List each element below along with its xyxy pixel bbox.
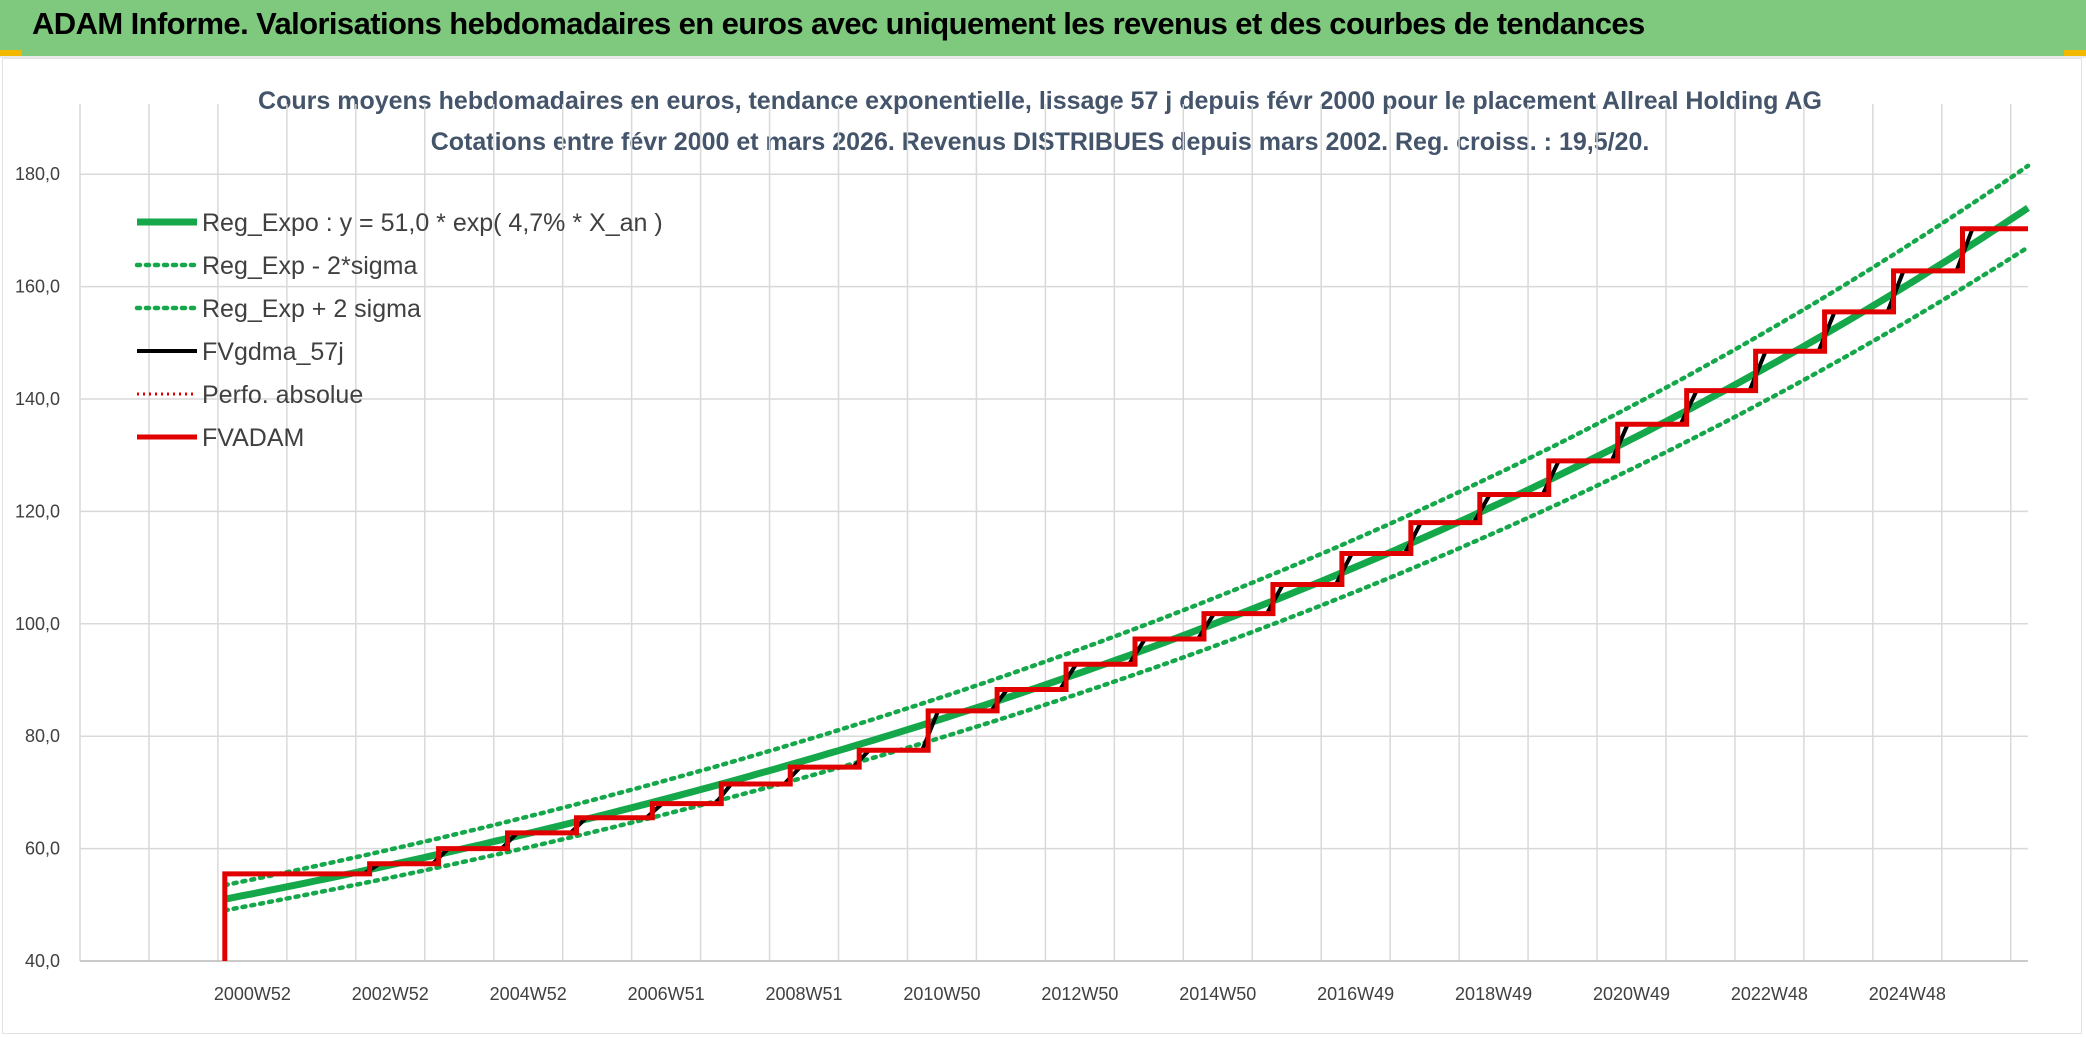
legend-label: Reg_Exp + 2 sigma (202, 295, 421, 323)
grid (79, 104, 2028, 962)
y-tick-label: 160,0 (15, 277, 60, 297)
x-tick-label: 2004W52 (490, 984, 567, 1004)
legend-label: FVgdma_57j (202, 338, 344, 366)
chart-subtitle: Cotations entre févr 2000 et mars 2026. … (431, 128, 1650, 156)
legend-label: Perfo. absolue (202, 381, 363, 409)
y-axis-ticks: 40,0 60,0 80,0 100,0 120,0 140,0 160,0 180,0 (15, 164, 60, 971)
report-title: ADAM Informe. Valorisations hebdomadaire… (32, 6, 1645, 41)
y-tick-label: 100,0 (15, 614, 60, 634)
corner-marker-left (0, 50, 22, 56)
x-tick-label: 2022W48 (1731, 984, 1808, 1004)
x-tick-label: 2012W50 (1041, 984, 1118, 1004)
y-tick-label: 60,0 (25, 839, 60, 859)
series-layer (222, 163, 2031, 961)
y-tick-label: 120,0 (15, 501, 60, 521)
y-tick-label: 40,0 (25, 951, 60, 971)
x-tick-label: 2008W51 (766, 984, 843, 1004)
x-axis-ticks: 2000W52 2002W52 2004W52 2006W51 2008W51 2010W… (214, 984, 1946, 1004)
legend-label: Reg_Exp - 2*sigma (202, 252, 417, 280)
x-tick-label: 2024W48 (1869, 984, 1946, 1004)
x-tick-label: 2016W49 (1317, 984, 1394, 1004)
legend: Reg_Expo : y = 51,0 * exp( 4,7% * X_an )… (134, 209, 663, 452)
y-tick-label: 80,0 (25, 726, 60, 746)
chart-frame (2, 58, 2082, 1034)
x-tick-label: 2010W50 (903, 984, 980, 1004)
x-tick-label: 2006W51 (628, 984, 705, 1004)
report-banner: ADAM Informe. Valorisations hebdomadaire… (0, 0, 2086, 58)
x-tick-label: 2014W50 (1179, 984, 1256, 1004)
series-line-0 (224, 204, 2030, 903)
x-tick-label: 2000W52 (214, 984, 291, 1004)
series-line-2 (222, 163, 2031, 888)
legend-label: Reg_Expo : y = 51,0 * exp( 4,7% * X_an ) (202, 209, 663, 237)
corner-marker-right (2064, 50, 2086, 56)
x-tick-label: 2002W52 (352, 984, 429, 1004)
series-line-5 (222, 226, 2028, 961)
series-line-3 (224, 226, 2028, 876)
chart-title: Cours moyens hebdomadaires en euros, ten… (258, 87, 1822, 115)
x-tick-label: 2020W49 (1593, 984, 1670, 1004)
y-tick-label: 180,0 (15, 164, 60, 184)
series-line-1 (222, 245, 2031, 913)
legend-label: FVADAM (202, 424, 304, 452)
y-tick-label: 140,0 (15, 389, 60, 409)
x-tick-label: 2018W49 (1455, 984, 1532, 1004)
